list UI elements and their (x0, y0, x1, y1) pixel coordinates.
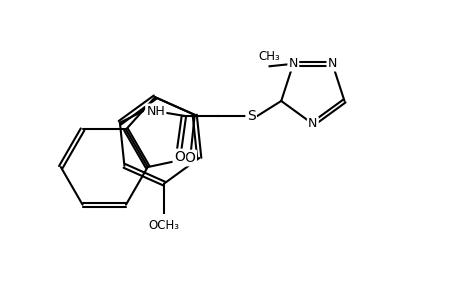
Text: O: O (185, 151, 195, 165)
Text: NH: NH (146, 105, 165, 118)
Text: N: N (288, 57, 297, 70)
Text: CH₃: CH₃ (258, 50, 280, 63)
Text: N: N (308, 117, 317, 130)
Text: N: N (327, 57, 336, 70)
Text: S: S (246, 109, 255, 123)
Text: OCH₃: OCH₃ (148, 219, 179, 232)
Text: O: O (174, 150, 185, 164)
